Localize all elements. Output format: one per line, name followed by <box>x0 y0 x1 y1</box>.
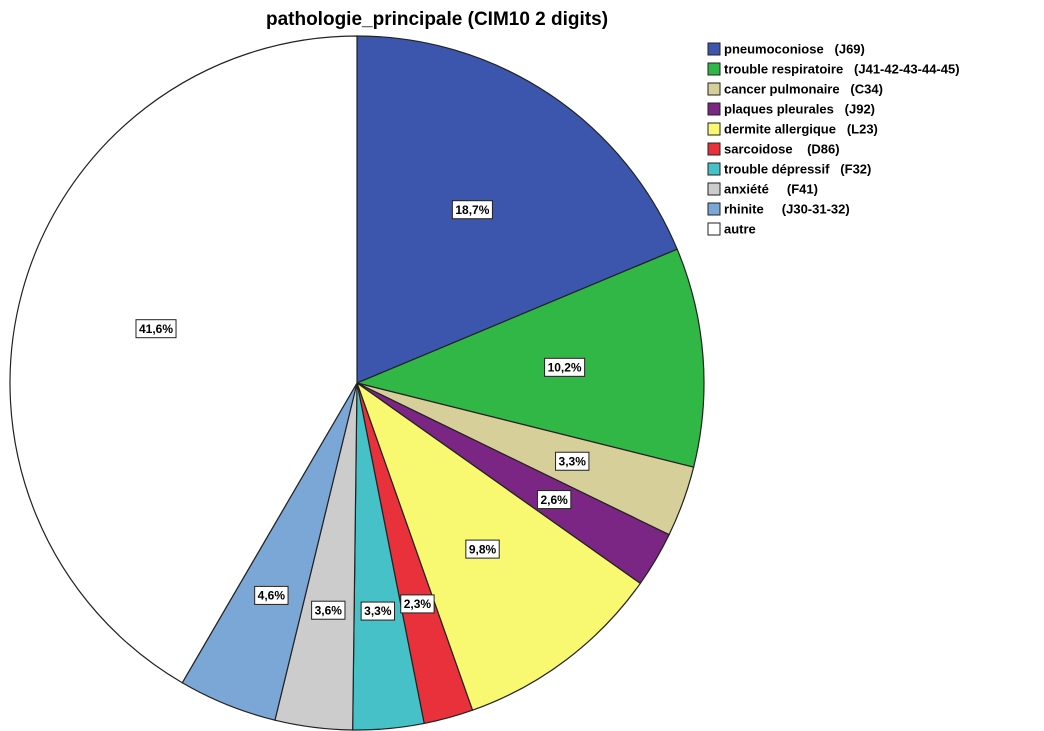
legend-swatch <box>707 82 721 96</box>
label-box <box>400 594 435 614</box>
legend-label: rhinite (J30-31-32) <box>724 201 850 216</box>
chart-title: pathologie_principale (CIM10 2 digits) <box>266 9 608 30</box>
label-box <box>555 451 590 471</box>
label-box <box>536 490 572 510</box>
legend-swatch <box>707 142 721 156</box>
legend-label: trouble dépressif (F32) <box>724 161 871 176</box>
legend-label: autre <box>724 221 756 236</box>
legend-label: trouble respiratoire (J41-42-43-44-45) <box>724 61 960 76</box>
data-label: 10,2% <box>548 360 582 374</box>
legend-label: dermite allergique (L23) <box>724 121 878 136</box>
data-label: 41,6% <box>139 322 173 336</box>
data-label: 9,8% <box>469 542 497 556</box>
legend-label: sarcoidose (D86) <box>724 141 840 156</box>
data-label: 3,3% <box>364 604 392 618</box>
data-label: 18,7% <box>455 203 489 217</box>
legend-swatch <box>707 222 721 236</box>
label-box <box>465 539 500 559</box>
data-label: 4,6% <box>258 589 286 603</box>
label-box <box>544 357 586 377</box>
legend-swatch <box>707 62 721 76</box>
legend-swatch <box>707 182 721 196</box>
label-box <box>360 601 396 621</box>
label-box <box>451 200 493 220</box>
data-label: 3,3% <box>559 454 587 468</box>
legend-label: pneumoconiose (J69) <box>724 41 865 56</box>
legend-label: anxiété (F41) <box>724 181 818 196</box>
pie-slice <box>355 248 705 468</box>
legend-label: plaques pleurales (J92) <box>724 101 875 116</box>
legend-label: cancer pulmonaire (C34) <box>724 81 883 96</box>
label-box <box>254 585 289 605</box>
pie-slice <box>356 35 678 384</box>
legend-swatch <box>707 122 721 136</box>
legend-swatch <box>707 42 721 56</box>
legend-swatch <box>707 202 721 216</box>
legend-swatch <box>707 102 721 116</box>
pie-slice <box>9 35 358 684</box>
label-box <box>311 600 346 620</box>
label-box <box>135 319 177 339</box>
data-label: 3,6% <box>315 603 343 617</box>
data-label: 2,6% <box>540 493 568 507</box>
data-label: 2,3% <box>404 597 432 611</box>
legend-swatch <box>707 162 721 176</box>
